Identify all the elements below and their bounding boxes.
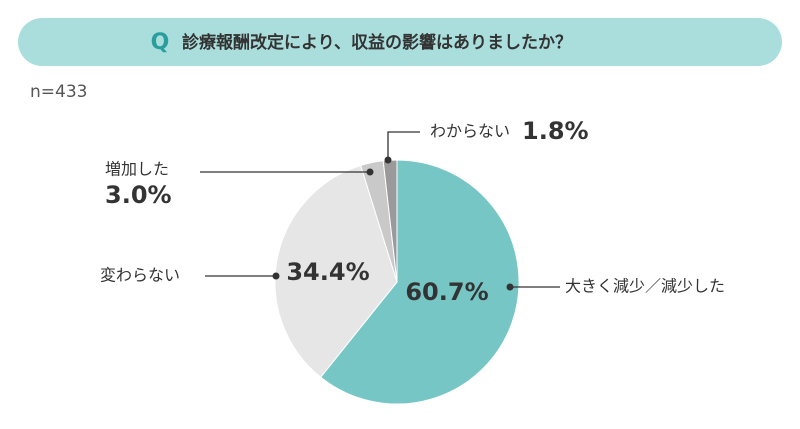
leader-dot xyxy=(384,156,392,164)
leader-dot xyxy=(366,168,374,176)
category-label: 増加した xyxy=(105,160,169,179)
pie-slice xyxy=(274,164,398,378)
leader-line xyxy=(387,131,420,160)
category-label: 変わらない xyxy=(100,266,180,285)
leader-dot xyxy=(506,283,514,291)
title-banner xyxy=(18,18,782,66)
sample-size: n=433 xyxy=(30,82,87,102)
pie-slice xyxy=(319,159,520,405)
value-label: 3.0% xyxy=(105,181,172,209)
title-badge: Q xyxy=(151,30,170,55)
category-label: わからない xyxy=(430,122,510,141)
chart-title: 診療報酬改定により、収益の影響はありましたか？ xyxy=(182,32,572,53)
value-label: 60.7% xyxy=(405,278,488,306)
value-label: 34.4% xyxy=(286,258,369,286)
leader-dot xyxy=(272,272,280,280)
category-label: 大きく減少／減少した xyxy=(565,277,725,296)
value-label: 1.8% xyxy=(522,117,589,145)
